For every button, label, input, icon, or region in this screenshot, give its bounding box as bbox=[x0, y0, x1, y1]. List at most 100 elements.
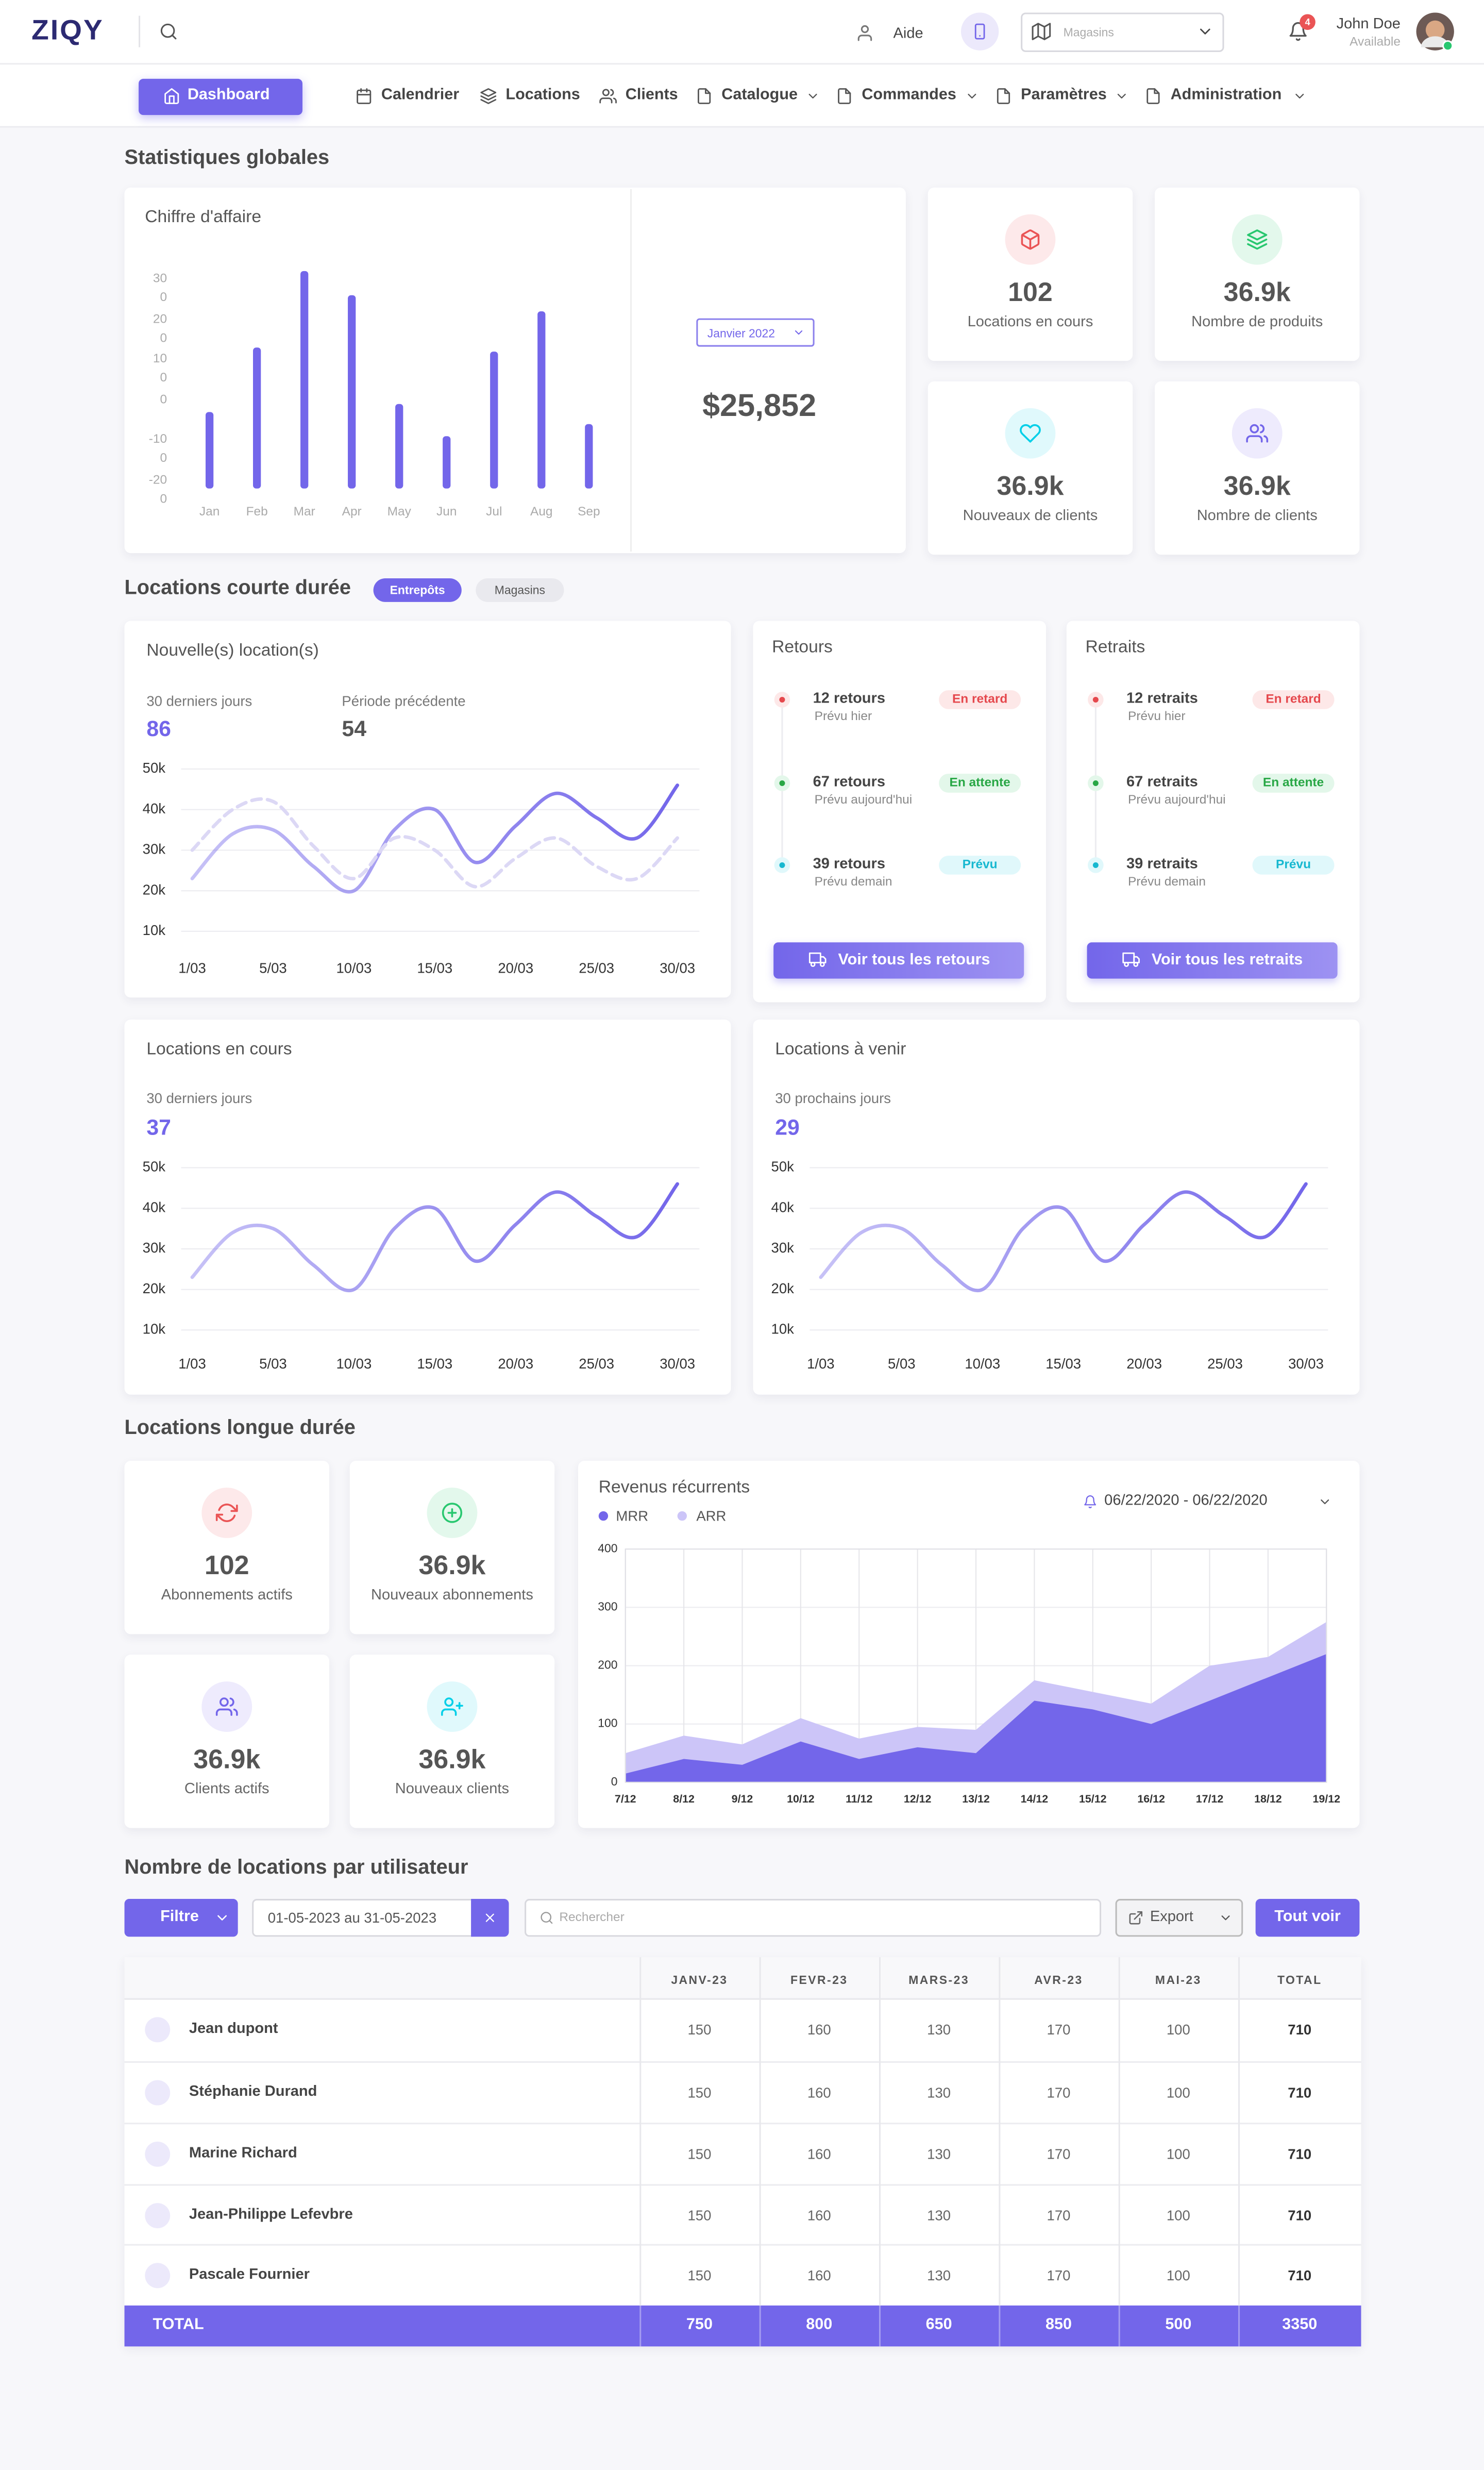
column-header: TOTAL bbox=[1277, 1972, 1322, 1987]
kpi-card bbox=[124, 1461, 329, 1634]
cell: 170 bbox=[1047, 2207, 1071, 2223]
kpi-label: Nombre de produits bbox=[1191, 314, 1323, 331]
help-link[interactable]: Aide bbox=[893, 25, 923, 43]
item-label: 12 retraits bbox=[1126, 691, 1198, 708]
card-title: Revenus récurrents bbox=[598, 1478, 750, 1498]
see-all-button[interactable] bbox=[1255, 1899, 1360, 1937]
card-title: Retraits bbox=[1085, 639, 1145, 658]
item-label: 39 retraits bbox=[1126, 856, 1198, 874]
series-name: 30 derniers jours bbox=[146, 692, 252, 709]
kpi-card bbox=[349, 1461, 555, 1634]
period-select[interactable] bbox=[696, 318, 815, 347]
user-name: John Doe bbox=[1336, 16, 1401, 34]
nav-item[interactable]: Paramètres bbox=[1021, 87, 1107, 104]
series-total: 37 bbox=[146, 1113, 171, 1139]
cell: 170 bbox=[1047, 2267, 1071, 2283]
row-name: Stéphanie Durand bbox=[189, 2083, 317, 2101]
status-label: En retard bbox=[952, 692, 1008, 707]
item-sub: Prévu demain bbox=[814, 875, 892, 889]
row-divider bbox=[124, 2061, 1361, 2063]
cell: 130 bbox=[927, 2267, 951, 2283]
filter-pill-label: Magasins bbox=[494, 582, 545, 597]
date-value: 01-05-2023 au 31-05-2023 bbox=[267, 1909, 437, 1925]
column-header: MARS-23 bbox=[908, 1972, 970, 1987]
kpi-value: 36.9k bbox=[418, 1744, 486, 1774]
cell: 130 bbox=[927, 2021, 951, 2037]
cell: 150 bbox=[687, 2145, 712, 2162]
nav-item[interactable]: Dashboard bbox=[187, 87, 270, 104]
kpi-value: 36.9k bbox=[1223, 471, 1291, 501]
kpi-value: 102 bbox=[1008, 277, 1053, 307]
cell: 100 bbox=[1166, 2267, 1190, 2283]
kpi-card bbox=[349, 1655, 555, 1828]
section-title: Nombre de locations par utilisateur bbox=[124, 1855, 468, 1879]
period-label: Janvier 2022 bbox=[707, 325, 775, 340]
revenue-card bbox=[124, 187, 906, 554]
user-status: Available bbox=[1350, 35, 1401, 49]
see-all-label[interactable]: Tout voir bbox=[1274, 1908, 1341, 1926]
store-select[interactable] bbox=[1021, 12, 1224, 52]
logo: ZIQY bbox=[31, 14, 104, 46]
action-label[interactable]: Voir tous les retraits bbox=[1151, 951, 1303, 969]
table bbox=[124, 1957, 1361, 2347]
card-title: Locations à venir bbox=[775, 1041, 906, 1060]
kpi-card bbox=[1155, 381, 1360, 555]
cell: 160 bbox=[807, 2021, 831, 2037]
nav-item[interactable]: Commandes bbox=[862, 87, 956, 104]
clear-button[interactable] bbox=[471, 1899, 509, 1937]
column-divider bbox=[759, 1957, 761, 2306]
date-range[interactable]: 06/22/2020 - 06/22/2020 bbox=[1104, 1493, 1268, 1510]
nav-item[interactable]: Locations bbox=[505, 87, 580, 104]
action-label[interactable]: Voir tous les retours bbox=[838, 951, 990, 969]
cell: 160 bbox=[807, 2267, 831, 2283]
nav-item[interactable]: Calendrier bbox=[381, 87, 460, 104]
chart-card bbox=[578, 1461, 1360, 1828]
revenue-total: $25,852 bbox=[702, 389, 817, 424]
chart-card bbox=[753, 1020, 1360, 1395]
column-header: JANV-23 bbox=[671, 1972, 728, 1987]
filter-label: Filtre bbox=[160, 1908, 199, 1926]
column-divider bbox=[1118, 2305, 1120, 2347]
series-name: Période précédente bbox=[342, 692, 466, 709]
cell: 710 bbox=[1288, 2207, 1312, 2223]
series-total: 29 bbox=[775, 1113, 800, 1139]
kpi-value: 36.9k bbox=[418, 1550, 486, 1580]
date-input[interactable] bbox=[252, 1899, 473, 1937]
cell: 710 bbox=[1288, 2267, 1312, 2283]
export-label[interactable]: Export bbox=[1150, 1909, 1193, 1926]
status-label: En retard bbox=[1266, 692, 1321, 707]
kpi-card bbox=[927, 187, 1133, 361]
kpi-value: 102 bbox=[204, 1550, 249, 1580]
store-placeholder: Magasins bbox=[1063, 24, 1114, 39]
item-sub: Prévu aujourd'hui bbox=[1128, 793, 1226, 807]
row-name: Marine Richard bbox=[189, 2145, 297, 2163]
column-divider bbox=[639, 2305, 642, 2347]
nav-item[interactable]: Administration bbox=[1170, 87, 1282, 104]
nav-item[interactable]: Clients bbox=[625, 87, 678, 104]
status-label: Prévu bbox=[962, 857, 998, 872]
filter-pill[interactable] bbox=[476, 578, 564, 602]
kpi-label: Nouveaux de clients bbox=[963, 508, 1098, 525]
status-badge bbox=[1252, 774, 1335, 793]
status-label: En attente bbox=[1262, 775, 1324, 790]
status-badge bbox=[939, 856, 1021, 875]
status-badge bbox=[939, 774, 1021, 793]
filter-pill[interactable] bbox=[373, 578, 462, 602]
total-cell: 750 bbox=[686, 2316, 713, 2334]
kpi-value: 36.9k bbox=[997, 471, 1064, 501]
y-tick-label: 20 0 bbox=[153, 311, 167, 345]
y-tick-label: 10 0 bbox=[153, 352, 167, 385]
section-title: Locations longue durée bbox=[124, 1415, 356, 1439]
card-title: Nouvelle(s) location(s) bbox=[146, 642, 319, 661]
y-tick-label: -10 0 bbox=[148, 432, 167, 465]
row-divider bbox=[124, 2184, 1361, 2186]
nav-item[interactable]: Catalogue bbox=[721, 87, 798, 104]
kpi-label: Nombre de clients bbox=[1196, 508, 1318, 525]
divider bbox=[630, 189, 632, 552]
legend-label: ARR bbox=[696, 1507, 727, 1524]
cell: 160 bbox=[807, 2084, 831, 2100]
y-tick-label: 0 bbox=[160, 392, 167, 407]
kpi-card bbox=[124, 1655, 329, 1828]
column-divider bbox=[1238, 2305, 1240, 2347]
search-input[interactable] bbox=[525, 1899, 1102, 1937]
